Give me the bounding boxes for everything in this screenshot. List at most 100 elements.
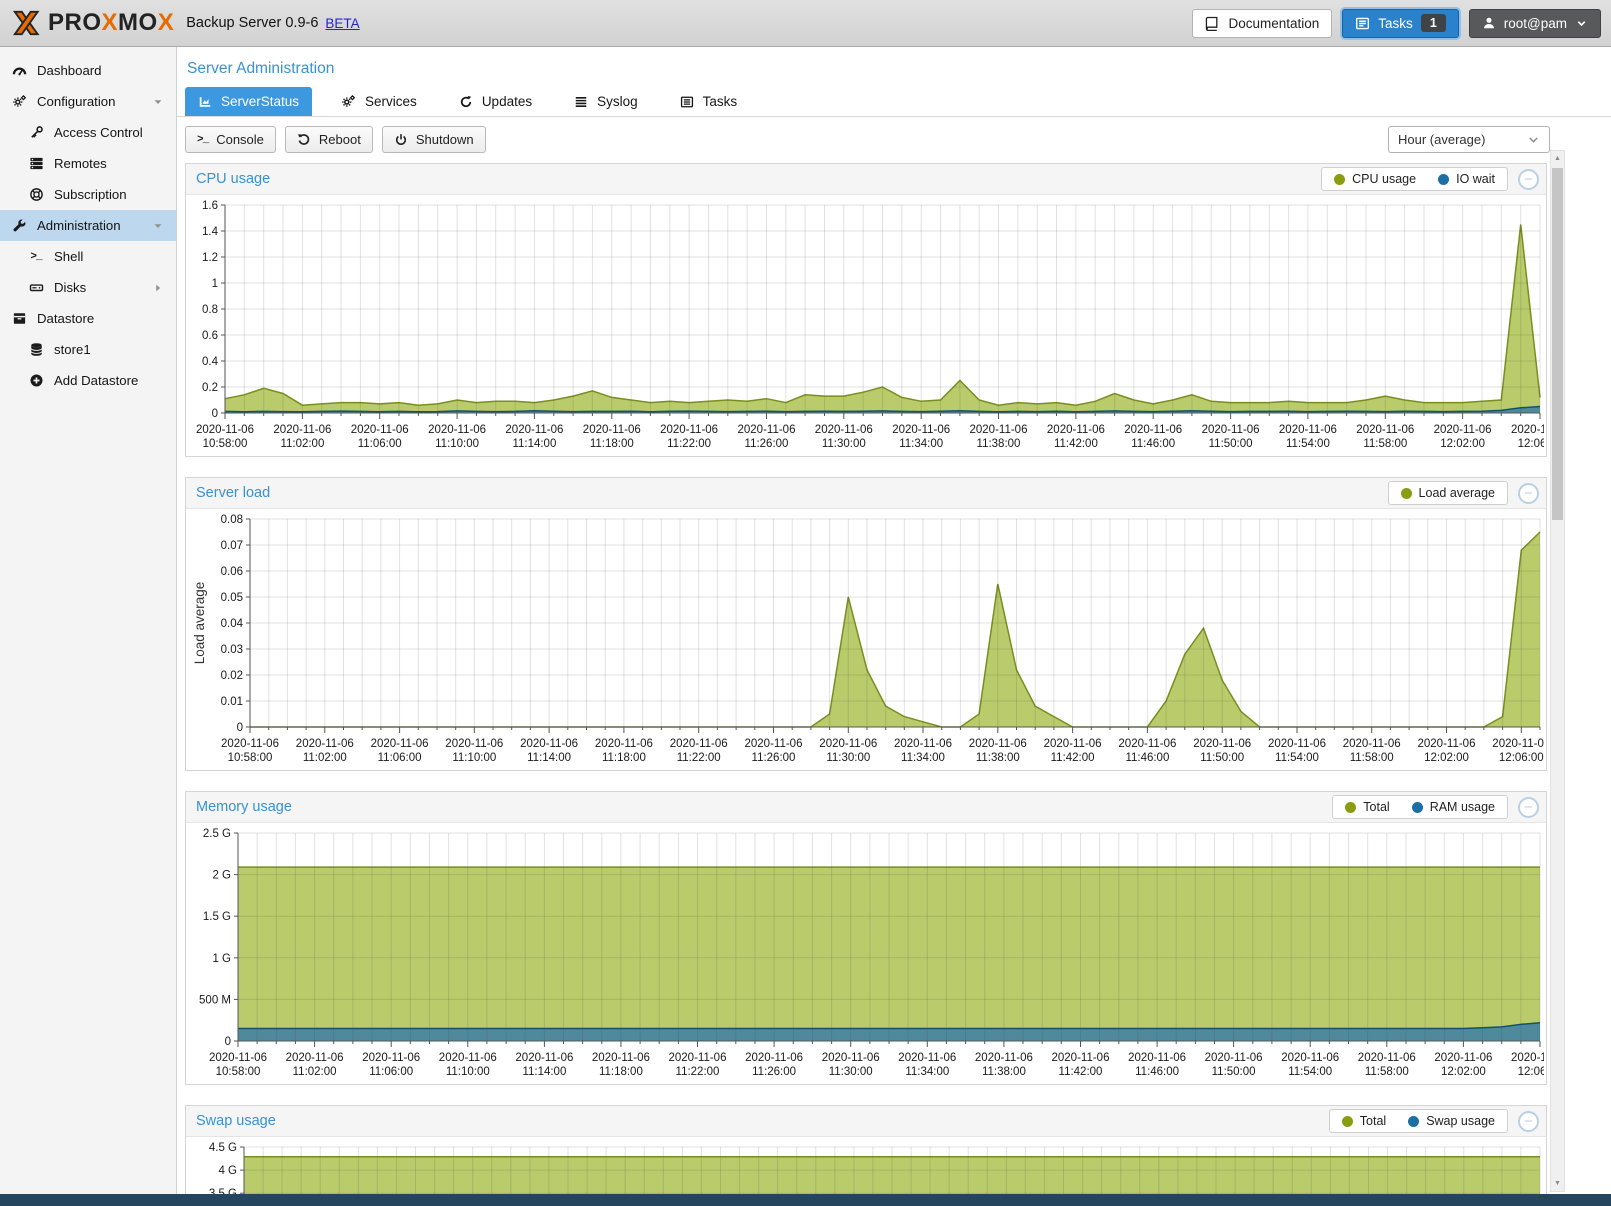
svg-text:11:26:00: 11:26:00 (752, 1066, 796, 1077)
svg-text:2020-11-06: 2020-11-06 (738, 424, 796, 436)
svg-text:11:46:00: 11:46:00 (1125, 752, 1169, 763)
svg-text:11:58:00: 11:58:00 (1365, 1066, 1409, 1077)
console-button[interactable]: >_ Console (185, 126, 276, 153)
database-icon (27, 342, 45, 357)
svg-text:11:50:00: 11:50:00 (1200, 752, 1244, 763)
cpu-usage-chart: 0 0.2 0.4 0.6 0.8 1 1.2 1.4 1.6 2020-11-06 10:58:0… (188, 197, 1569, 454)
collapse-panel-button[interactable]: − (1518, 482, 1539, 504)
proxmox-logo-icon (12, 10, 40, 36)
svg-text:11:22:00: 11:22:00 (677, 752, 721, 763)
terminal-icon: >_ (30, 250, 42, 263)
svg-text:11:42:00: 11:42:00 (1054, 438, 1098, 449)
scrollbar[interactable]: ▲ ▼ (1550, 150, 1565, 1192)
svg-text:2020-11-06: 2020-11-06 (296, 738, 354, 750)
list-icon (574, 95, 588, 109)
svg-text:11:34:00: 11:34:00 (901, 752, 945, 763)
sidebar-item-add-datastore[interactable]: Add Datastore (0, 365, 176, 396)
legend-entry-load-average[interactable]: Load average (1400, 486, 1495, 500)
svg-text:500 M: 500 M (199, 994, 231, 1006)
svg-text:11:50:00: 11:50:00 (1212, 1066, 1256, 1077)
scroll-up-arrow[interactable]: ▲ (1554, 155, 1561, 162)
svg-text:11:30:00: 11:30:00 (826, 752, 870, 763)
svg-text:2020-11-06: 2020-11-06 (1047, 424, 1105, 436)
chevron-right-icon (152, 282, 164, 294)
svg-text:12:06:00: 12:06:00 (1518, 1066, 1544, 1077)
documentation-button[interactable]: Documentation (1192, 8, 1333, 38)
tab-syslog[interactable]: Syslog (561, 87, 651, 116)
svg-text:11:02:00: 11:02:00 (303, 752, 347, 763)
svg-text:12:02:00: 12:02:00 (1441, 1066, 1486, 1077)
svg-text:12:02:00: 12:02:00 (1424, 752, 1469, 763)
svg-text:2020-11-06: 2020-11-06 (196, 424, 254, 436)
svg-text:11:26:00: 11:26:00 (752, 752, 796, 763)
svg-text:2020-11-06: 2020-11-06 (670, 738, 728, 750)
book-icon (1205, 16, 1220, 31)
sidebar-item-label: store1 (54, 342, 91, 357)
legend-entry-ram-usage[interactable]: RAM usage (1411, 800, 1495, 814)
svg-text:2020-11-06: 2020-11-06 (1434, 1052, 1492, 1064)
archive-icon (10, 311, 28, 326)
svg-text:2020-11-06: 2020-11-06 (745, 1052, 803, 1064)
legend-dot (1411, 801, 1423, 813)
server-stack-icon (27, 156, 45, 171)
svg-text:2020-11-06: 2020-11-06 (1511, 424, 1544, 436)
shutdown-button[interactable]: Shutdown (381, 126, 486, 153)
brand-text: PROXMOX (48, 9, 175, 36)
sidebar-item-remotes[interactable]: Remotes (0, 148, 176, 179)
legend-entry-cpu-usage[interactable]: CPU usage (1334, 172, 1416, 186)
sidebar-item-datastore[interactable]: Datastore (0, 303, 176, 334)
main-content: Server Administration ServerStatus Servi… (177, 47, 1611, 1206)
collapse-panel-button[interactable]: − (1518, 796, 1539, 818)
chart-toolbar: >_ Console Reboot Shutdown Hour (average… (177, 117, 1611, 163)
tasks-button[interactable]: Tasks 1 (1342, 8, 1459, 38)
sidebar-item-configuration[interactable]: Configuration (0, 86, 176, 117)
user-menu-button[interactable]: root@pam (1468, 8, 1601, 38)
legend-entry-total[interactable]: Total (1345, 800, 1390, 814)
svg-text:2020-11-06: 2020-11-06 (894, 738, 952, 750)
chart-legend: Total Swap usage (1328, 1109, 1508, 1133)
svg-text:0.02: 0.02 (221, 670, 243, 682)
sidebar-item-label: Access Control (54, 125, 143, 140)
sidebar-item-dashboard[interactable]: Dashboard (0, 55, 176, 86)
svg-text:2020-11-06: 2020-11-06 (439, 1052, 497, 1064)
collapse-panel-button[interactable]: − (1518, 168, 1539, 190)
svg-text:2020-11-06: 2020-11-06 (822, 1052, 880, 1064)
collapse-panel-button[interactable]: − (1518, 1110, 1539, 1132)
gears-icon (341, 94, 356, 109)
svg-text:0.4: 0.4 (202, 356, 219, 368)
svg-text:0: 0 (225, 1036, 231, 1048)
svg-text:11:38:00: 11:38:00 (982, 1066, 1026, 1077)
legend-entry-swap-usage[interactable]: Swap usage (1408, 1114, 1495, 1128)
beta-link[interactable]: BETA (325, 15, 360, 31)
reboot-button[interactable]: Reboot (284, 126, 373, 153)
sidebar-item-store1[interactable]: store1 (0, 334, 176, 365)
svg-text:0.07: 0.07 (221, 540, 243, 552)
svg-text:2020-11-06: 2020-11-06 (1281, 1052, 1339, 1064)
legend-entry-io-wait[interactable]: IO wait (1438, 172, 1495, 186)
tab-services[interactable]: Services (328, 87, 430, 116)
time-range-select[interactable]: Hour (average) (1388, 126, 1550, 153)
svg-text:11:50:00: 11:50:00 (1209, 438, 1253, 449)
sidebar-item-label: Disks (54, 280, 87, 295)
sidebar-item-administration[interactable]: Administration (0, 210, 176, 241)
svg-text:1.4: 1.4 (202, 226, 219, 238)
sidebar-item-shell[interactable]: >_ Shell (0, 241, 176, 272)
sidebar-item-subscription[interactable]: Subscription (0, 179, 176, 210)
sidebar-item-disks[interactable]: Disks (0, 272, 176, 303)
scrollbar-thumb[interactable] (1552, 168, 1563, 520)
chart-legend: CPU usage IO wait (1321, 167, 1508, 191)
tab-tasks[interactable]: Tasks (667, 87, 751, 116)
sidebar-item-access-control[interactable]: Access Control (0, 117, 176, 148)
undo-icon (297, 133, 311, 147)
product-title: Backup Server 0.9-6 (186, 15, 319, 31)
tab-updates[interactable]: Updates (446, 87, 545, 116)
svg-text:0: 0 (212, 408, 218, 420)
legend-entry-total[interactable]: Total (1341, 1114, 1386, 1128)
svg-text:11:58:00: 11:58:00 (1363, 438, 1407, 449)
svg-text:2020-11-06: 2020-11-06 (371, 738, 429, 750)
server-load-chart: 0 0.01 0.02 0.03 0.04 0.05 0.06 0.07 0.08 2020-11… (188, 511, 1550, 768)
tab-serverstatus[interactable]: ServerStatus (185, 87, 313, 116)
scroll-down-arrow[interactable]: ▼ (1554, 1180, 1561, 1187)
